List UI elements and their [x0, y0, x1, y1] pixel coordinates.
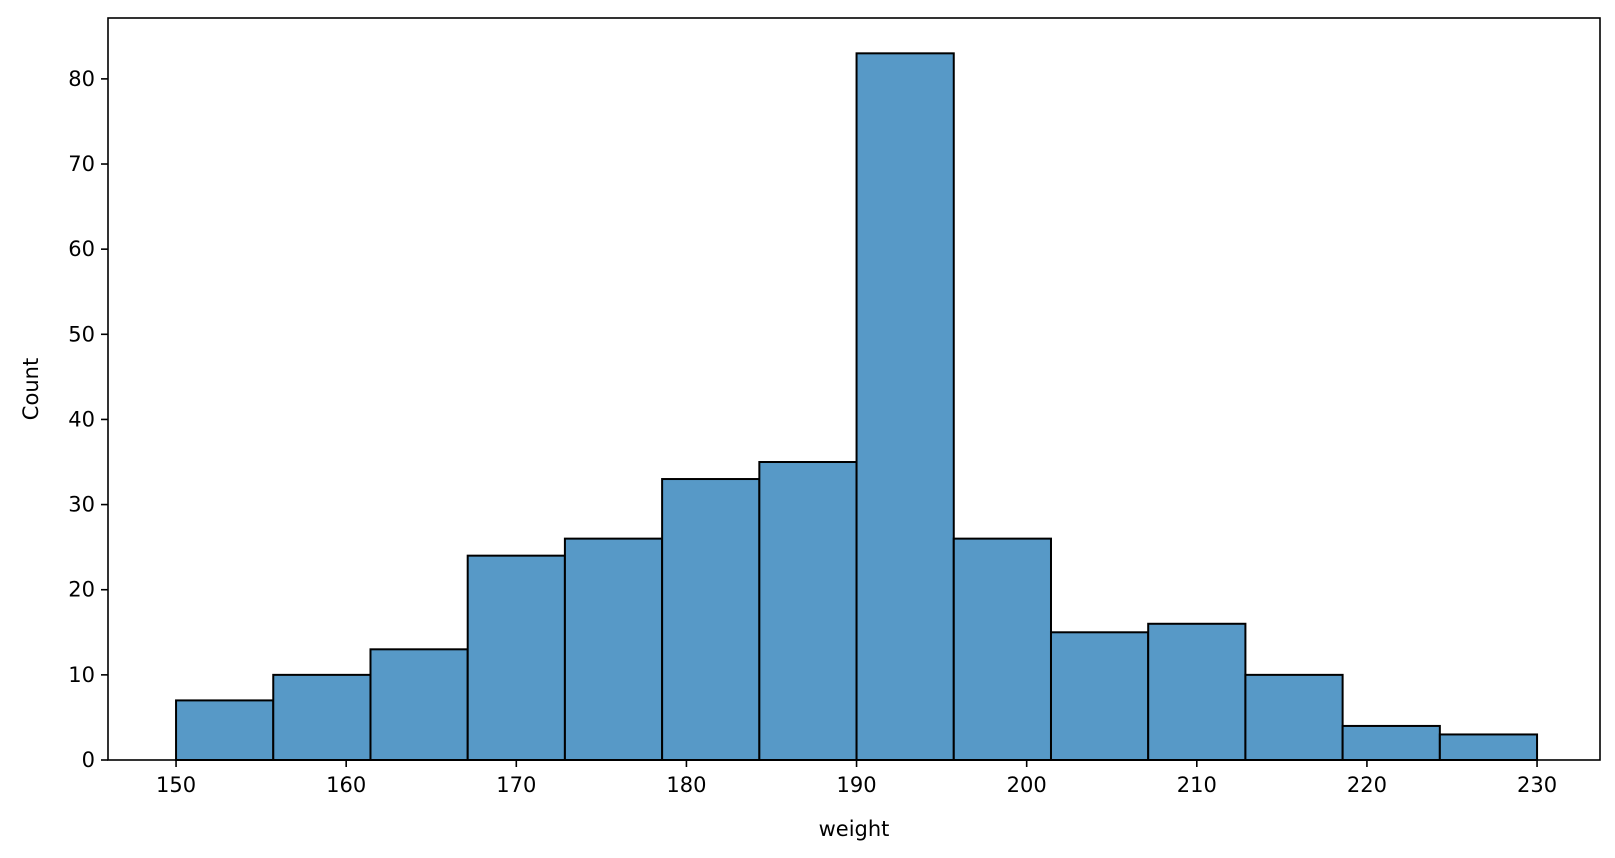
histogram-bar	[466, 554, 566, 762]
histogram-bar	[369, 648, 469, 761]
x-tick-label: 230	[1517, 773, 1557, 797]
histogram-bar	[661, 478, 761, 761]
y-tick-label: 70	[68, 152, 95, 176]
y-tick-label: 10	[68, 663, 95, 687]
histogram-bar	[1438, 733, 1539, 761]
x-tick-label: 210	[1177, 773, 1217, 797]
y-tick-label: 60	[68, 237, 95, 261]
histogram-bar	[1244, 673, 1344, 761]
x-tick-label: 200	[1007, 773, 1047, 797]
histogram-bar	[1147, 622, 1247, 761]
histogram-bar	[1341, 724, 1441, 762]
histogram-bar	[952, 537, 1052, 761]
bars-group	[175, 52, 1539, 762]
y-axis-label: Count	[19, 358, 43, 420]
histogram-bar	[758, 461, 858, 761]
histogram-bar	[272, 673, 372, 761]
histogram-bar	[1049, 631, 1150, 762]
y-axis-ticks: 0 10 20 30 40 50 60 70 80	[68, 67, 108, 772]
y-tick-label: 0	[82, 748, 95, 772]
x-tick-label: 160	[326, 773, 366, 797]
x-axis-ticks: 150 160 170 180 190 200 210 220 230	[156, 760, 1557, 797]
x-tick-label: 150	[156, 773, 196, 797]
x-tick-label: 180	[666, 773, 706, 797]
x-axis-label: weight	[819, 817, 890, 841]
x-tick-label: 170	[496, 773, 536, 797]
y-tick-label: 30	[68, 493, 95, 517]
histogram-bar	[175, 699, 275, 762]
y-tick-label: 80	[68, 67, 95, 91]
y-tick-label: 20	[68, 578, 95, 602]
x-tick-label: 190	[837, 773, 877, 797]
y-tick-label: 40	[68, 407, 95, 431]
x-tick-label: 220	[1347, 773, 1387, 797]
plot-frame	[107, 17, 1601, 761]
histogram-bar	[563, 537, 664, 761]
histogram-bar	[855, 52, 955, 762]
y-tick-label: 50	[68, 322, 95, 346]
